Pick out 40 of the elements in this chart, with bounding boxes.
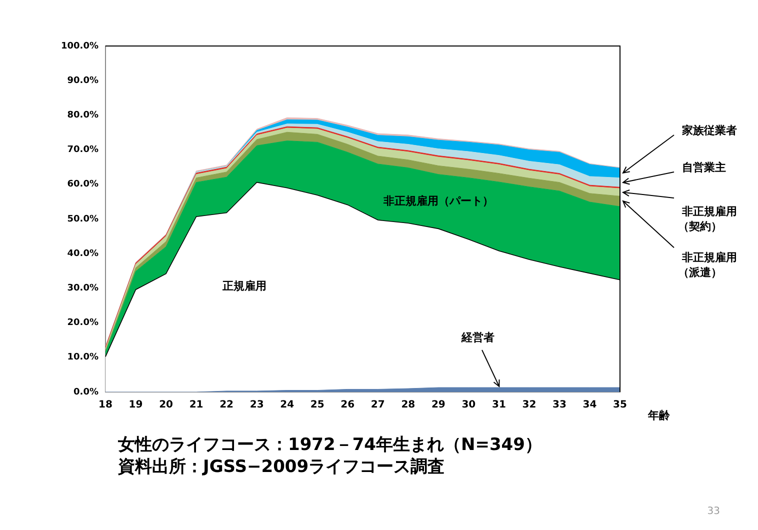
y-tick-label: 10.0%: [67, 352, 98, 363]
series-label: 非正規雇用（パート）: [382, 194, 494, 208]
text: 33: [707, 506, 720, 517]
x-tick-label: 32: [522, 400, 536, 411]
y-tick-label: 90.0%: [67, 76, 98, 86]
y-tick-label: 80.0%: [67, 110, 98, 121]
y-tick-label: 0.0%: [74, 387, 98, 398]
x-tick-label: 26: [340, 400, 355, 411]
x-tick-label: 20: [159, 400, 174, 411]
y-tick-label: 40.0%: [67, 248, 98, 259]
x-tick-label: 29: [431, 400, 446, 411]
text: 非正規雇用（契約）: [678, 204, 737, 233]
y-tick-label: 30.0%: [67, 284, 98, 294]
x-tick-label: 35: [613, 400, 627, 411]
text: 家族従業者: [681, 124, 737, 137]
series-label: 正規雇用: [222, 280, 267, 292]
text: 資料出所：JGSS−2009ライフコース調査: [118, 456, 446, 478]
x-tick-label: 30: [462, 400, 476, 411]
x-tick-label: 23: [250, 400, 264, 411]
x-tick-label: 21: [189, 400, 204, 411]
y-tick-label: 60.0%: [67, 180, 98, 190]
x-tick-label: 24: [280, 400, 294, 411]
y-tick-label: 100.0%: [60, 41, 98, 52]
x-tick-label: 28: [401, 400, 416, 411]
y-tick-label: 70.0%: [67, 145, 98, 156]
y-tick-label: 50.0%: [67, 214, 98, 224]
x-axis-title: 年齢: [647, 408, 671, 422]
x-tick-label: 25: [310, 400, 324, 411]
x-tick-label: 22: [220, 400, 234, 411]
y-tick-label: 20.0%: [67, 318, 98, 328]
x-tick-label: 31: [492, 400, 506, 411]
text: 女性のライフコース：1972－74年生まれ（N=349）: [118, 434, 543, 456]
x-tick-label: 34: [582, 400, 597, 411]
x-tick-label: 18: [98, 400, 112, 411]
x-tick-label: 19: [128, 400, 143, 411]
text: 非正規雇用（派遣）: [678, 250, 737, 279]
text: 経営者: [460, 330, 494, 344]
x-tick-label: 33: [552, 400, 566, 411]
x-tick-label: 27: [370, 400, 385, 411]
text: 自営業主: [682, 160, 726, 174]
